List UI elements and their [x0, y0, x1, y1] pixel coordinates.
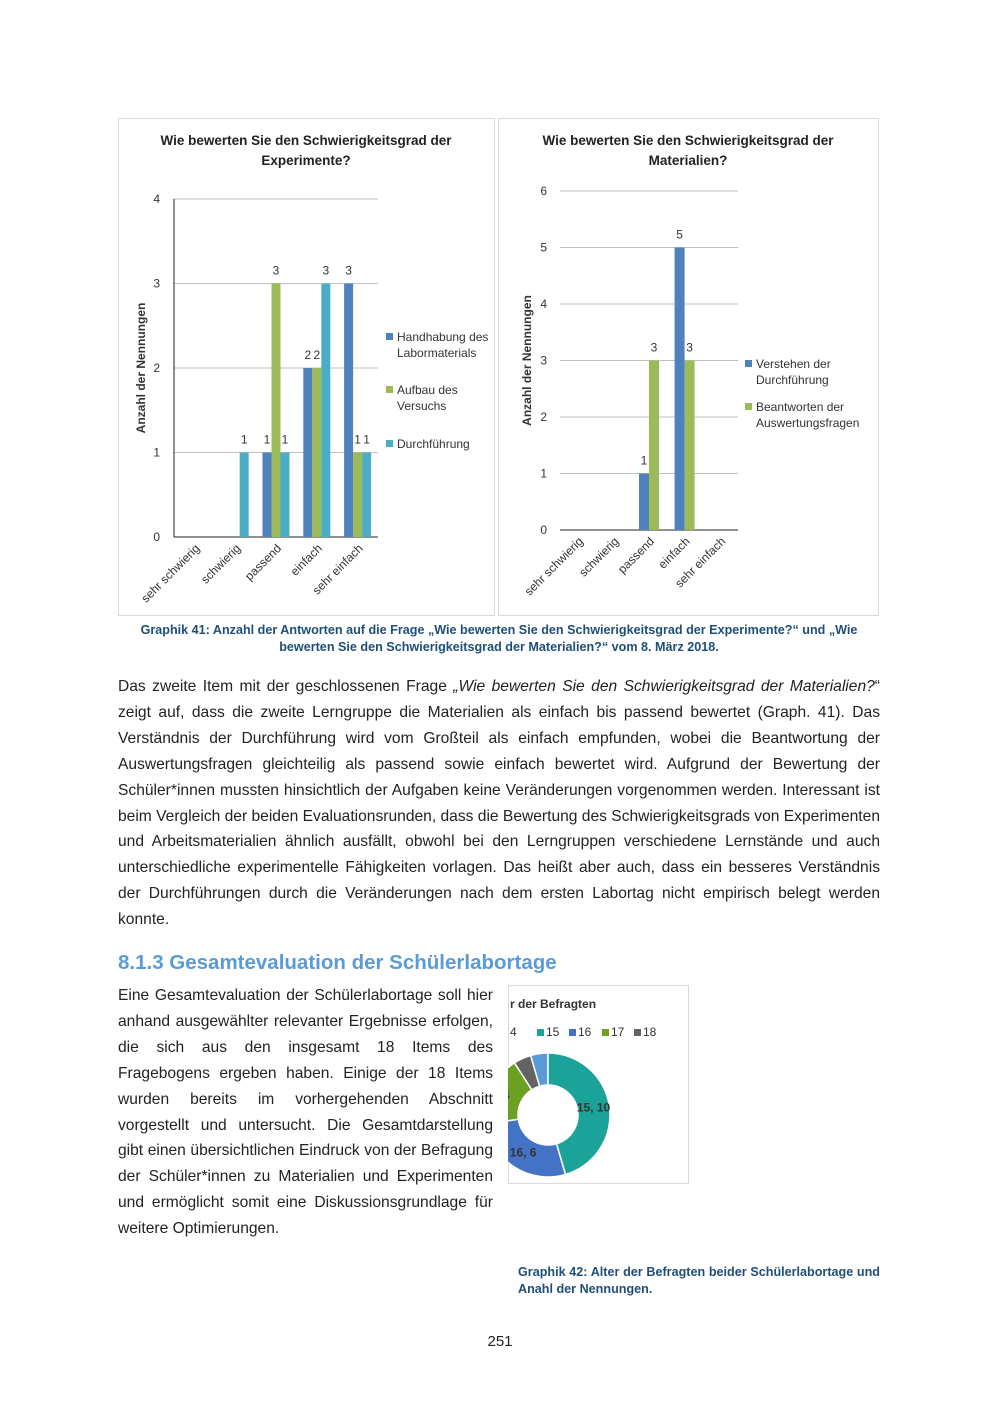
x-tick-label: schwierig — [576, 534, 621, 579]
chart-title: Wie bewerten Sie den Schwierigkeitsgrad … — [160, 133, 452, 168]
y-tick-label: 1 — [540, 467, 547, 481]
bar — [239, 452, 249, 537]
data-label: 1 — [282, 433, 289, 447]
text: Das zweite Item mit der geschlossenen Fr… — [118, 678, 454, 695]
bar — [271, 283, 281, 537]
data-label: 1 — [641, 454, 648, 468]
bar — [362, 452, 372, 537]
donut-slice — [513, 1054, 541, 1091]
heading: 8.1.3 Gesamtevaluation der Schülerlabort… — [118, 951, 557, 974]
data-label: 1 — [354, 433, 361, 447]
x-tick-label: passend — [242, 541, 284, 583]
y-tick-label: 2 — [540, 410, 547, 424]
bar — [639, 473, 649, 530]
data-label: 5 — [676, 228, 683, 242]
data-label: 2 — [304, 348, 311, 362]
bar — [649, 360, 659, 530]
data-label: 1 — [241, 433, 248, 447]
legend-entry: Aufbau des Versuchs — [386, 382, 491, 414]
page-number: 251 — [487, 1333, 513, 1350]
paragraph: Das zweite Item mit der geschlossenen Fr… — [118, 674, 880, 933]
legend-swatch — [386, 440, 393, 447]
y-tick-label: 4 — [153, 192, 160, 206]
legend-label: 4 — [510, 1025, 517, 1039]
data-label: 3 — [686, 341, 693, 355]
legend-swatch — [634, 1029, 641, 1036]
legend-entry: Durchführung — [386, 436, 491, 452]
y-tick-label: 0 — [540, 523, 547, 537]
y-axis-title: Anzahl der Nennungen — [520, 295, 534, 426]
caption: Graphik 41: Anzahl der Antworten auf die… — [140, 623, 858, 654]
y-tick-label: 3 — [153, 277, 160, 291]
bar — [303, 368, 313, 537]
quote: „Wie bewerten Sie den Schwierigkeitsgrad… — [453, 678, 875, 695]
bar — [674, 247, 685, 530]
legend-swatch — [386, 333, 393, 340]
donut-chart: r der Befragten 4 15, 10 15 16, 6 16 4 17 18 — [501, 997, 657, 1178]
bar — [280, 452, 290, 537]
legend-swatch — [745, 360, 752, 367]
y-tick-label: 5 — [540, 241, 547, 255]
legend-label: Verstehen der Durchführung — [756, 357, 831, 387]
legend-label: Handhabung des Labormaterials — [397, 330, 489, 360]
data-label: 1 — [264, 433, 271, 447]
legend-entry: Handhabung des Labormaterials — [386, 329, 491, 361]
bar — [344, 283, 354, 537]
donut-slice — [547, 1052, 611, 1176]
chart-title: Wie bewerten Sie den Schwierigkeitsgrad … — [542, 133, 834, 168]
legend-label: 15 — [546, 1025, 560, 1039]
y-tick-label: 2 — [153, 361, 160, 375]
legend-swatch — [602, 1029, 609, 1036]
bar — [684, 360, 695, 530]
x-tick-label: passend — [615, 534, 657, 576]
bar — [262, 452, 272, 537]
caption: Graphik 42: Alter der Befragten beider S… — [518, 1265, 880, 1296]
data-label: 3 — [273, 264, 280, 278]
legend-swatch — [569, 1029, 576, 1036]
legend-entry: Beantworten der Auswertungsfragen — [745, 399, 884, 431]
legend-swatch — [745, 403, 752, 410]
data-label: 4 — [503, 1088, 510, 1102]
legend-label: 18 — [643, 1025, 657, 1039]
legend-label: 16 — [578, 1025, 592, 1039]
legend-label: Beantworten der Auswertungsfragen — [756, 400, 860, 430]
x-tick-label: schwierig — [198, 541, 243, 586]
x-tick-label: einfach — [288, 541, 325, 578]
legend-label: Aufbau des Versuchs — [397, 383, 458, 413]
text: “ zeigt auf, dass die zweite Lerngruppe … — [118, 678, 880, 929]
legend-swatch — [501, 1029, 508, 1036]
chart-frame — [498, 118, 879, 616]
data-label: 2 — [313, 348, 320, 362]
y-tick-label: 1 — [153, 446, 160, 460]
legend-label: 17 — [611, 1025, 625, 1039]
legend-swatch — [537, 1029, 544, 1036]
data-label: 3 — [345, 264, 352, 278]
y-tick-label: 4 — [540, 297, 547, 311]
x-tick-label: sehr schwierig — [522, 534, 586, 598]
bar — [321, 283, 331, 537]
data-label: 16, 6 — [510, 1146, 537, 1160]
bar — [353, 452, 363, 537]
chart-frame — [118, 118, 495, 616]
chart-title: r der Befragten — [510, 997, 596, 1011]
paragraph: Eine Gesamtevaluation der Schülerlaborta… — [118, 987, 493, 1238]
legend-entry: Verstehen der Durchführung — [745, 356, 884, 388]
data-label: 3 — [651, 341, 658, 355]
data-label: 15, 10 — [577, 1100, 611, 1114]
y-tick-label: 3 — [540, 354, 547, 368]
data-label: 1 — [363, 433, 370, 447]
data-label: 3 — [322, 264, 329, 278]
donut-slice — [508, 1118, 567, 1178]
y-axis-title: Anzahl der Nennungen — [134, 303, 148, 434]
legend-swatch — [386, 386, 393, 393]
x-tick-label: sehr schwierig — [138, 541, 202, 605]
y-tick-label: 0 — [153, 530, 160, 544]
legend-label: Durchführung — [397, 437, 470, 451]
y-tick-label: 6 — [540, 184, 547, 198]
bar — [312, 368, 322, 537]
